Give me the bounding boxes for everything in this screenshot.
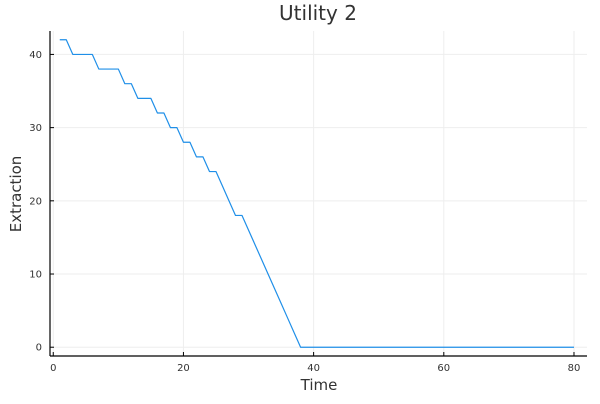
y-axis-label: Extraction [7, 156, 25, 233]
y-tick-label: 10 [29, 270, 42, 281]
x-tick-label: 60 [437, 363, 450, 374]
x-tick-label: 0 [50, 363, 56, 374]
x-axis-label: Time [300, 376, 338, 394]
y-tick-label: 30 [29, 123, 42, 134]
axes [49, 31, 587, 357]
y-tick-label: 40 [29, 50, 42, 61]
series-line-1 [59, 39, 574, 348]
tick-labels: 0 20 40 60 80 0 10 20 30 40 [29, 50, 580, 374]
x-tick-label: 20 [177, 363, 190, 374]
grid [50, 31, 587, 356]
y-tick-label: 20 [29, 196, 42, 207]
chart-title: Utility 2 [279, 1, 357, 25]
x-tick-label: 40 [307, 363, 320, 374]
x-tick-label: 80 [568, 363, 581, 374]
y-tick-label: 0 [36, 343, 42, 354]
series-layer [59, 39, 574, 348]
